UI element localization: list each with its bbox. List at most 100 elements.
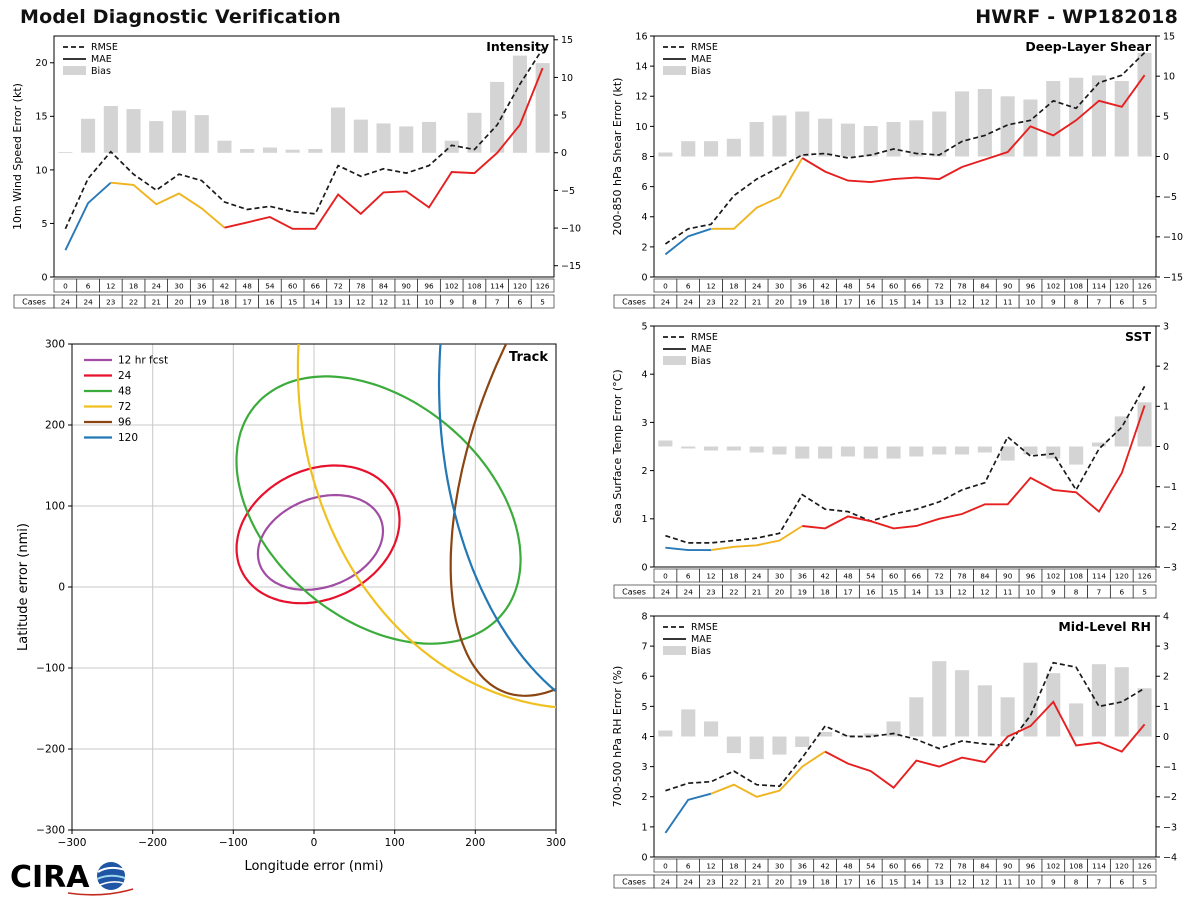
sst-axis-ticks: 0 1 2 3 4 5 −3 −2 −1 0 1 2 3 — [641, 321, 1177, 573]
svg-text:−15: −15 — [1163, 272, 1183, 283]
svg-text:15: 15 — [35, 112, 47, 123]
track-ellipse-72 — [296, 344, 556, 709]
svg-text:54: 54 — [866, 862, 876, 871]
svg-text:MAE: MAE — [691, 344, 712, 355]
svg-text:4: 4 — [641, 370, 647, 381]
svg-text:13: 13 — [935, 878, 945, 887]
sst-ylabel: Sea Surface Temp Error (°C) — [611, 369, 624, 523]
intensity-plot-frame — [53, 35, 555, 278]
track-ellipse-12 — [256, 494, 385, 591]
intensity-forecast-hour-row: 0 6 12 18 24 30 36 42 48 54 60 66 72 78 84 90 96 102 108 11… — [53, 278, 555, 293]
svg-text:20: 20 — [174, 298, 184, 307]
svg-text:−1: −1 — [1163, 762, 1177, 773]
svg-text:18: 18 — [820, 298, 830, 307]
intensity-ylabel: 10m Wind Speed Error (kt) — [11, 83, 24, 230]
page-title: Model Diagnostic Verification — [20, 6, 341, 28]
svg-text:5: 5 — [1142, 878, 1147, 887]
svg-text:6: 6 — [641, 672, 647, 683]
svg-text:30: 30 — [775, 862, 785, 871]
sst-cases-row: Cases 24 24 23 22 21 20 19 18 17 16 15 14 13 12 12 11 10 9… — [613, 584, 1157, 599]
svg-text:−2: −2 — [1163, 522, 1177, 533]
shear-bias-bars — [658, 52, 1152, 157]
svg-text:126: 126 — [536, 282, 550, 291]
svg-text:22: 22 — [729, 298, 738, 307]
svg-text:9: 9 — [1051, 878, 1056, 887]
svg-text:18: 18 — [820, 588, 830, 597]
svg-text:6: 6 — [686, 862, 691, 871]
svg-text:Bias: Bias — [691, 356, 711, 367]
svg-text:0: 0 — [58, 582, 65, 594]
svg-text:3: 3 — [1163, 321, 1169, 332]
svg-text:108: 108 — [1069, 282, 1083, 291]
rh-axis-ticks: 0 1 2 3 4 5 6 7 8 −4 −3 −2 −1 0 1 2 3 4 — [641, 611, 1177, 863]
svg-text:78: 78 — [957, 282, 967, 291]
svg-text:23: 23 — [706, 588, 716, 597]
svg-text:1: 1 — [1163, 402, 1169, 413]
intensity-mae-segment-0 — [64, 181, 112, 251]
svg-text:Bias: Bias — [91, 66, 111, 77]
svg-text:4: 4 — [1163, 611, 1169, 622]
svg-text:10: 10 — [1026, 588, 1036, 597]
svg-text:114: 114 — [490, 282, 504, 291]
svg-text:−5: −5 — [1163, 192, 1177, 203]
svg-text:10: 10 — [424, 298, 434, 307]
svg-text:48: 48 — [843, 572, 853, 581]
svg-text:14: 14 — [311, 298, 321, 307]
rh-panel: 0 1 2 3 4 5 6 7 8 −4 −3 −2 −1 0 1 2 3 4 700-500 hPa RH Err… — [608, 606, 1194, 894]
svg-text:9: 9 — [1051, 298, 1056, 307]
svg-text:6: 6 — [1119, 878, 1124, 887]
svg-text:−10: −10 — [561, 223, 581, 234]
rh-mae-segment-1 — [710, 750, 826, 798]
track-error-ellipses — [235, 344, 556, 709]
svg-text:72: 72 — [935, 282, 944, 291]
svg-text:17: 17 — [843, 588, 853, 597]
svg-text:6: 6 — [86, 282, 91, 291]
svg-text:22: 22 — [129, 298, 138, 307]
globe-icon — [67, 862, 134, 896]
svg-text:7: 7 — [1097, 878, 1102, 887]
svg-text:12: 12 — [980, 878, 989, 887]
svg-text:15: 15 — [889, 298, 898, 307]
svg-text:21: 21 — [752, 588, 761, 597]
svg-text:10: 10 — [1163, 72, 1175, 83]
svg-text:2: 2 — [641, 792, 647, 803]
svg-text:5: 5 — [1163, 112, 1169, 123]
shear-cases-row: Cases 24 24 23 22 21 20 19 18 17 16 15 14 13 12 12 11 10 9… — [613, 294, 1157, 309]
svg-text:1: 1 — [641, 514, 647, 525]
svg-text:126: 126 — [1138, 862, 1152, 871]
svg-text:15: 15 — [889, 588, 898, 597]
svg-text:90: 90 — [402, 282, 412, 291]
svg-text:−200: −200 — [36, 744, 65, 756]
svg-text:300: 300 — [45, 339, 65, 351]
svg-text:7: 7 — [641, 642, 647, 653]
shear-panel: 0 2 4 6 8 10 12 14 16 −15 −10 −5 0 5 10 15 200-850 hPa S… — [608, 26, 1194, 314]
intensity-bias-bars — [58, 55, 550, 153]
svg-text:1: 1 — [641, 822, 647, 833]
svg-text:Cases: Cases — [622, 588, 646, 597]
svg-text:24: 24 — [752, 862, 762, 871]
svg-text:14: 14 — [635, 62, 647, 73]
svg-text:48: 48 — [118, 386, 131, 398]
svg-text:100: 100 — [385, 837, 405, 849]
track-ticks: −300 −200 −100 0 100 200 300 −300 −200 −100 0 100 20… — [36, 339, 566, 849]
svg-text:24: 24 — [752, 572, 762, 581]
svg-text:96: 96 — [1026, 862, 1036, 871]
svg-text:24: 24 — [661, 298, 671, 307]
svg-text:3: 3 — [641, 418, 647, 429]
svg-text:13: 13 — [935, 588, 945, 597]
svg-text:17: 17 — [843, 298, 853, 307]
svg-text:126: 126 — [1138, 572, 1152, 581]
track-ellipse-24 — [235, 464, 401, 605]
rh-cases-row: Cases 24 24 23 22 21 20 19 18 17 16 15 14 13 12 12 11 10 9… — [613, 874, 1157, 889]
svg-text:66: 66 — [912, 862, 922, 871]
cira-logo-text: CIRA — [10, 860, 90, 895]
intensity-axis-ticks: 0 5 10 15 20 −15 −10 −5 0 5 10 15 — [35, 35, 581, 283]
svg-text:100: 100 — [45, 501, 65, 513]
svg-text:96: 96 — [1026, 572, 1036, 581]
svg-text:126: 126 — [1138, 282, 1152, 291]
svg-text:12: 12 — [635, 92, 647, 103]
sst-panel: 0 1 2 3 4 5 −3 −2 −1 0 1 2 3 Sea Surface Temp Error (… — [608, 316, 1194, 604]
svg-text:11: 11 — [1003, 588, 1012, 597]
